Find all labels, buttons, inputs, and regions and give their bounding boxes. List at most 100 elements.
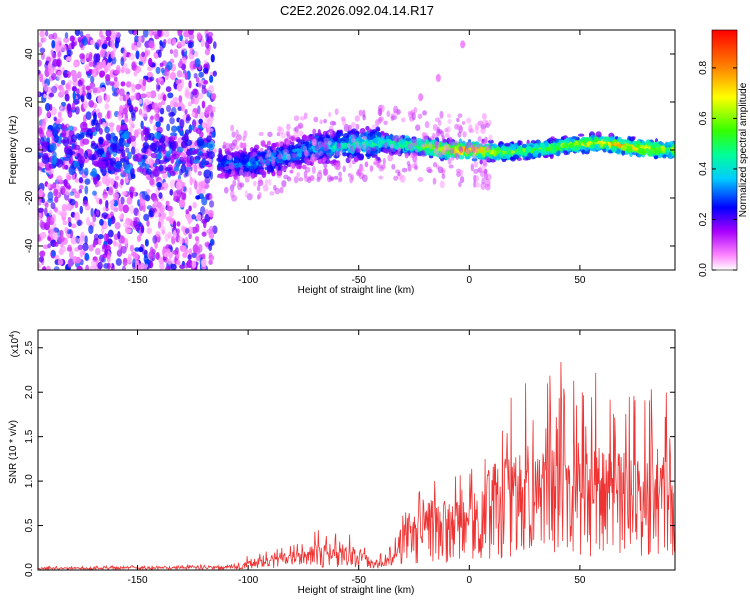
halo-blob [285,140,291,146]
noise-blob [180,152,186,157]
noise-blob [63,178,68,187]
signal-blob [527,145,532,152]
noise-blob [169,117,175,125]
halo-blob [446,126,451,133]
noise-blob [166,61,173,71]
noise-blob [120,81,126,87]
noise-blob [180,39,186,47]
noise-blob [42,265,47,270]
signal-blob [500,145,506,152]
noise-blob [86,216,90,226]
noise-blob [185,91,192,100]
noise-blob [179,118,185,129]
noise-blob [77,79,83,88]
halo-blob [246,171,252,180]
signal-blob [341,142,349,150]
noise-blob [108,122,115,127]
noise-blob [194,58,201,68]
signal-blob [377,142,382,149]
noise-blob [42,36,47,43]
halo-blob [335,150,339,157]
signal-blob [667,142,672,146]
noise-blob [114,222,121,230]
halo-blob [369,164,373,173]
signal-blob [547,137,554,145]
noise-blob [189,176,193,186]
noise-blob [78,237,85,245]
noise-blob [38,199,42,206]
spectrogram-xtick-label: 50 [574,275,586,286]
noise-blob [59,104,63,111]
noise-blob [169,188,174,196]
halo-blob [329,133,335,139]
noise-band-blob [130,167,135,177]
halo-blob [317,140,324,148]
halo-blob [449,147,455,154]
halo-blob [262,162,267,169]
noise-blob [141,190,148,200]
noise-blob [134,216,140,225]
noise-blob [49,226,55,232]
noise-blob [115,31,121,38]
noise-blob [84,235,88,245]
noise-blob [84,252,90,261]
halo-blob [378,175,384,180]
noise-band-blob [126,164,133,170]
noise-blob [107,238,113,245]
halo-blob [415,124,421,131]
halo-blob [290,162,296,171]
noise-band-blob [189,155,195,165]
noise-band-blob [77,156,86,165]
noise-blob [157,77,163,82]
signal-blob [641,140,646,146]
noise-blob [125,81,132,88]
halo-blob [432,132,436,139]
noise-band-blob [182,133,189,143]
noise-blob [188,30,194,35]
noise-band-blob [145,168,152,175]
noise-blob [196,32,202,40]
noise-blob [149,76,155,82]
noise-blob [186,114,191,119]
noise-band-blob [123,130,130,140]
signal-blob [261,142,266,147]
signal-blob [582,140,586,145]
halo-blob [401,167,408,173]
signal-blob [568,143,573,148]
noise-blob [101,244,108,250]
noise-blob [40,231,47,239]
noise-blob [57,258,64,266]
halo-blob [420,150,427,158]
signal-blob [521,143,527,149]
noise-band-blob [156,152,163,160]
noise-blob [75,106,80,115]
noise-blob [177,41,182,48]
halo-blob [257,192,262,199]
noise-blob [137,128,142,135]
noise-blob [75,237,79,245]
signal-blob [517,140,522,146]
noise-band-blob [109,137,117,146]
signal-blob [602,138,608,142]
noise-blob [169,71,177,80]
noise-blob [162,39,167,45]
signal-blob [356,152,361,158]
noise-blob [84,178,91,185]
halo-blob [298,177,304,182]
noise-blob [93,175,98,185]
noise-band-blob [118,137,126,147]
halo-blob [225,142,231,150]
noise-band-blob [148,132,155,141]
halo-blob [371,124,377,129]
noise-blob [159,62,164,67]
halo-blob [354,141,359,149]
noise-blob [93,53,99,63]
halo-blob [475,143,481,150]
noise-blob [66,229,72,235]
signal-blob [594,143,601,151]
halo-blob [452,140,459,146]
noise-blob [86,92,91,100]
noise-band-blob [173,166,180,172]
halo-blob [229,184,235,192]
